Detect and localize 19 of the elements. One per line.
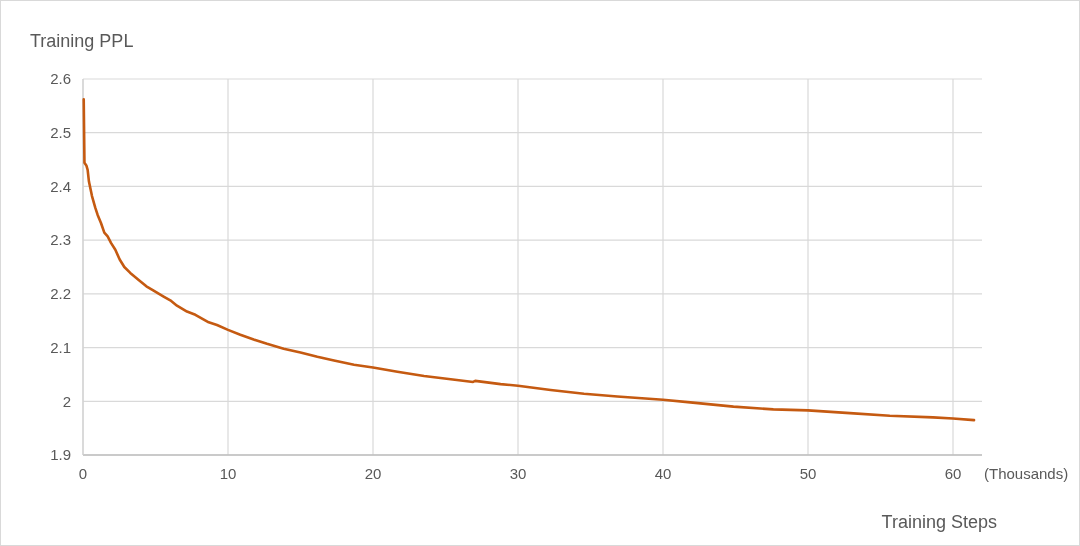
y-tick-label: 2.6 bbox=[50, 70, 71, 88]
y-tick-label: 2.4 bbox=[50, 177, 71, 195]
x-tick-label: 0 bbox=[78, 465, 88, 482]
y-axis-title: Training PPL bbox=[30, 31, 134, 51]
y-tick-label: 2.1 bbox=[50, 338, 71, 356]
x-tick-label: 10 bbox=[219, 465, 237, 482]
x-axis-title: Training Steps bbox=[881, 512, 997, 532]
text: (Thousands) bbox=[984, 465, 1069, 482]
x-tick-label: 20 bbox=[364, 465, 382, 482]
x-tick-label: 60 bbox=[944, 465, 962, 482]
x-tick-label: 30 bbox=[509, 465, 527, 482]
x-tick-label: 50 bbox=[799, 465, 817, 482]
y-tick-label: 2.3 bbox=[50, 231, 71, 249]
y-tick-label: 1.9 bbox=[50, 446, 71, 464]
y-tick-label: 2.5 bbox=[50, 123, 71, 141]
y-tick-label: 2.2 bbox=[50, 285, 71, 303]
y-tick-label: 2 bbox=[62, 392, 71, 410]
line-series bbox=[82, 98, 976, 422]
x-tick-label: 40 bbox=[654, 465, 672, 482]
